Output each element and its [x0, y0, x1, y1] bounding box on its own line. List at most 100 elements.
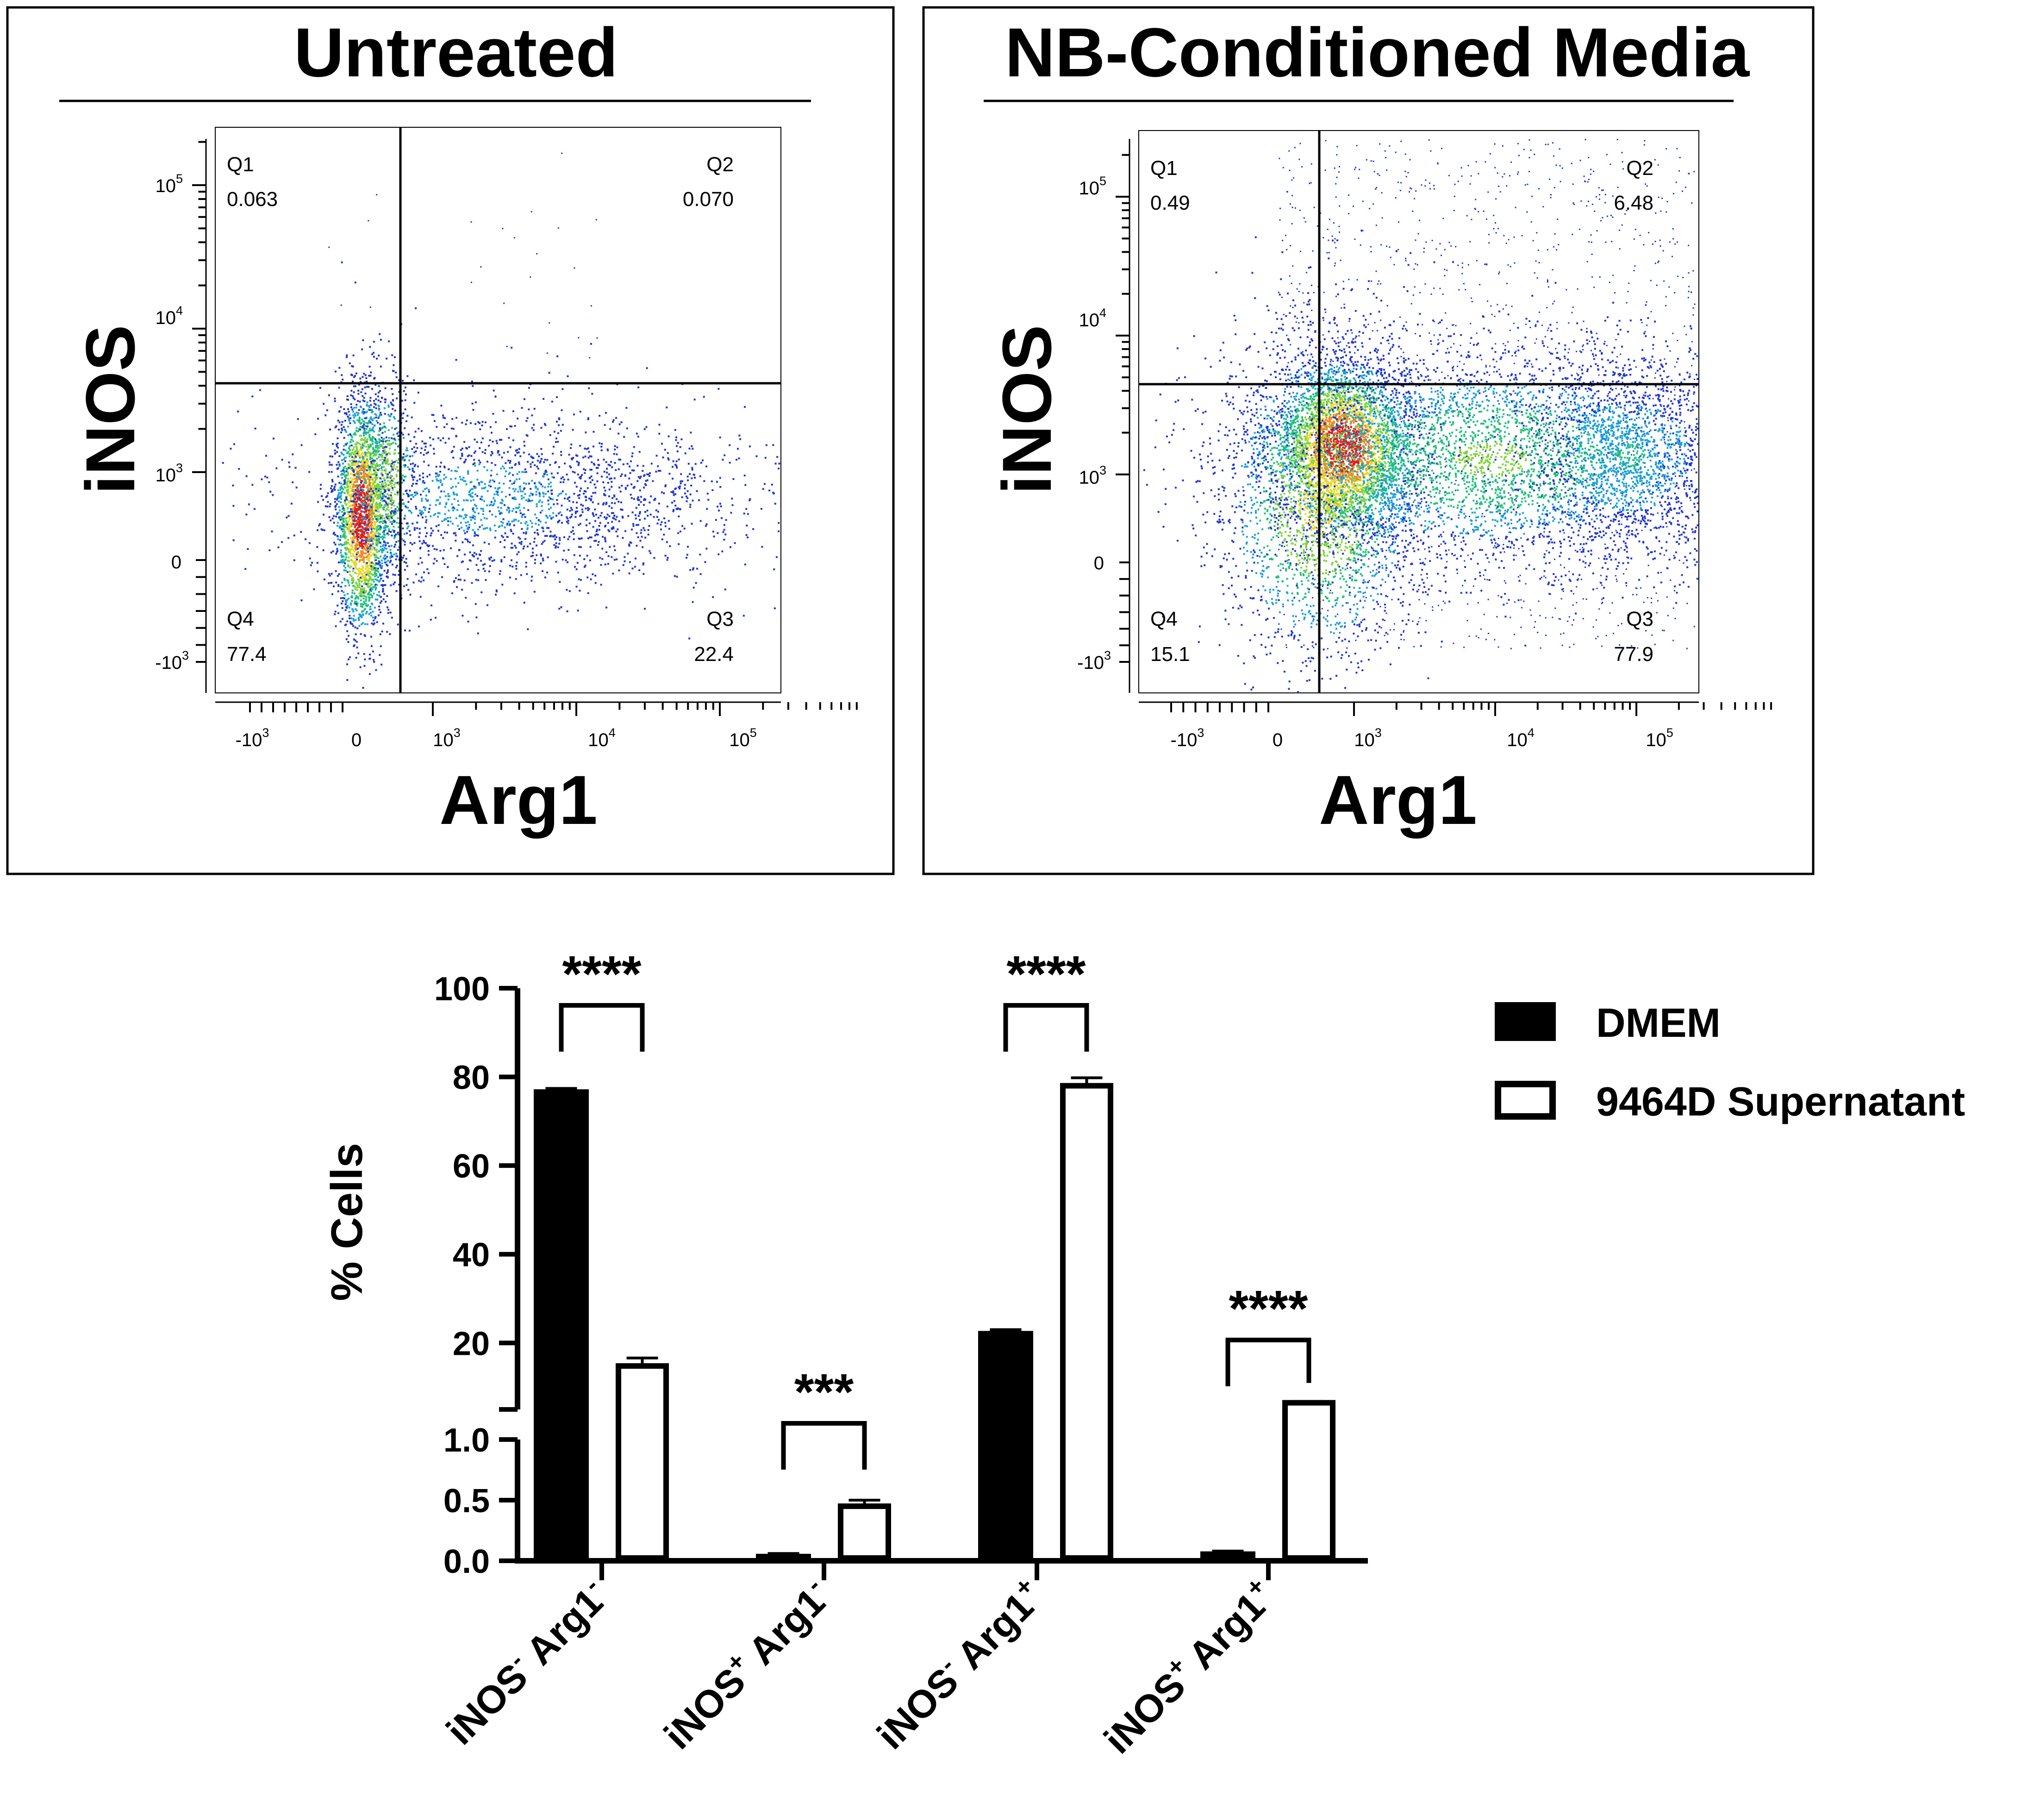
density-dot: [345, 482, 347, 484]
density-dot: [354, 572, 356, 574]
density-dot: [371, 411, 373, 414]
density-dot: [470, 488, 473, 491]
density-dot: [595, 219, 597, 221]
density-dot: [383, 488, 385, 490]
density-dot: [443, 426, 445, 428]
density-dot: [340, 555, 343, 558]
density-dot: [377, 405, 380, 407]
density-dot: [495, 490, 498, 492]
density-dot: [351, 365, 353, 367]
density-dot: [378, 496, 380, 498]
density-dot: [379, 486, 381, 488]
density-dot: [346, 542, 349, 545]
density-dot: [343, 513, 346, 515]
density-dot: [515, 488, 517, 490]
density-dot: [526, 528, 529, 530]
density-dot: [364, 495, 367, 497]
density-dot: [362, 457, 364, 460]
density-dot: [618, 569, 620, 572]
density-dot: [676, 575, 678, 578]
density-dot: [372, 463, 374, 466]
density-dot: [334, 483, 337, 486]
density-dot: [419, 532, 421, 534]
q3-value: 22.4: [694, 643, 734, 666]
density-dot: [739, 438, 742, 440]
density-dot: [484, 563, 486, 565]
density-dot: [742, 615, 745, 617]
density-dot: [338, 497, 341, 499]
density-dot: [428, 544, 431, 547]
density-dot: [355, 489, 357, 491]
density-dot: [592, 512, 594, 514]
density-dot: [361, 486, 363, 488]
density-dot: [453, 498, 455, 500]
density-dot: [605, 517, 608, 519]
density-dot: [773, 568, 775, 570]
density-dot: [579, 494, 580, 496]
density-dot: [513, 490, 516, 492]
density-dot: [406, 578, 409, 580]
density-dot: [355, 461, 357, 464]
density-dot: [382, 536, 385, 538]
density-dot: [340, 304, 342, 306]
density-dot: [413, 542, 416, 544]
density-dot: [378, 484, 380, 486]
density-dot: [474, 464, 476, 467]
density-dot: [663, 492, 665, 494]
density-dot: [392, 468, 394, 471]
density-dot: [531, 522, 533, 524]
density-dot: [432, 438, 434, 441]
density-dot: [374, 505, 376, 507]
density-dot: [342, 507, 344, 509]
density-dot: [342, 468, 344, 471]
density-dot: [391, 515, 393, 517]
axis-ticks: [192, 139, 858, 716]
density-dot: [360, 381, 362, 383]
density-dot: [559, 581, 561, 583]
density-dot: [663, 517, 666, 519]
density-dot: [348, 611, 350, 613]
density-dot: [358, 490, 361, 492]
density-dot: [590, 475, 593, 478]
density-dot: [393, 525, 395, 528]
density-dot: [519, 488, 521, 490]
density-dot: [314, 433, 317, 436]
density-dot: [518, 478, 520, 480]
density-dot: [393, 364, 395, 366]
density-dot: [345, 431, 347, 433]
density-dot: [629, 561, 631, 563]
density-dot: [469, 560, 472, 562]
density-dot: [384, 450, 386, 453]
density-dot: [494, 536, 496, 539]
density-dot: [387, 534, 390, 536]
density-dot: [560, 477, 562, 480]
density-dot: [512, 508, 515, 510]
density-dot: [462, 479, 464, 481]
density-dot: [397, 549, 399, 551]
density-dot: [426, 532, 428, 534]
density-dot: [374, 586, 376, 588]
density-dot: [426, 475, 429, 478]
density-dot: [365, 514, 367, 517]
density-dot: [364, 536, 366, 538]
density-dot: [524, 522, 527, 524]
density-dot: [476, 469, 479, 472]
density-dot: [444, 442, 447, 444]
density-dot: [675, 445, 678, 447]
density-dot: [351, 539, 354, 542]
density-dot: [363, 373, 365, 375]
density-dot: [568, 454, 570, 456]
density-dot: [383, 469, 386, 472]
density-dot: [636, 465, 639, 467]
density-dot: [391, 502, 393, 504]
density-dot: [491, 452, 493, 455]
density-dot: [391, 354, 393, 356]
density-dot: [765, 444, 767, 446]
density-dot: [360, 633, 362, 635]
density-dot: [738, 457, 740, 460]
density-dot: [639, 519, 641, 521]
density-dot: [403, 585, 406, 587]
density-dot: [540, 562, 542, 565]
density-dot: [475, 534, 478, 536]
density-dot: [358, 555, 360, 557]
